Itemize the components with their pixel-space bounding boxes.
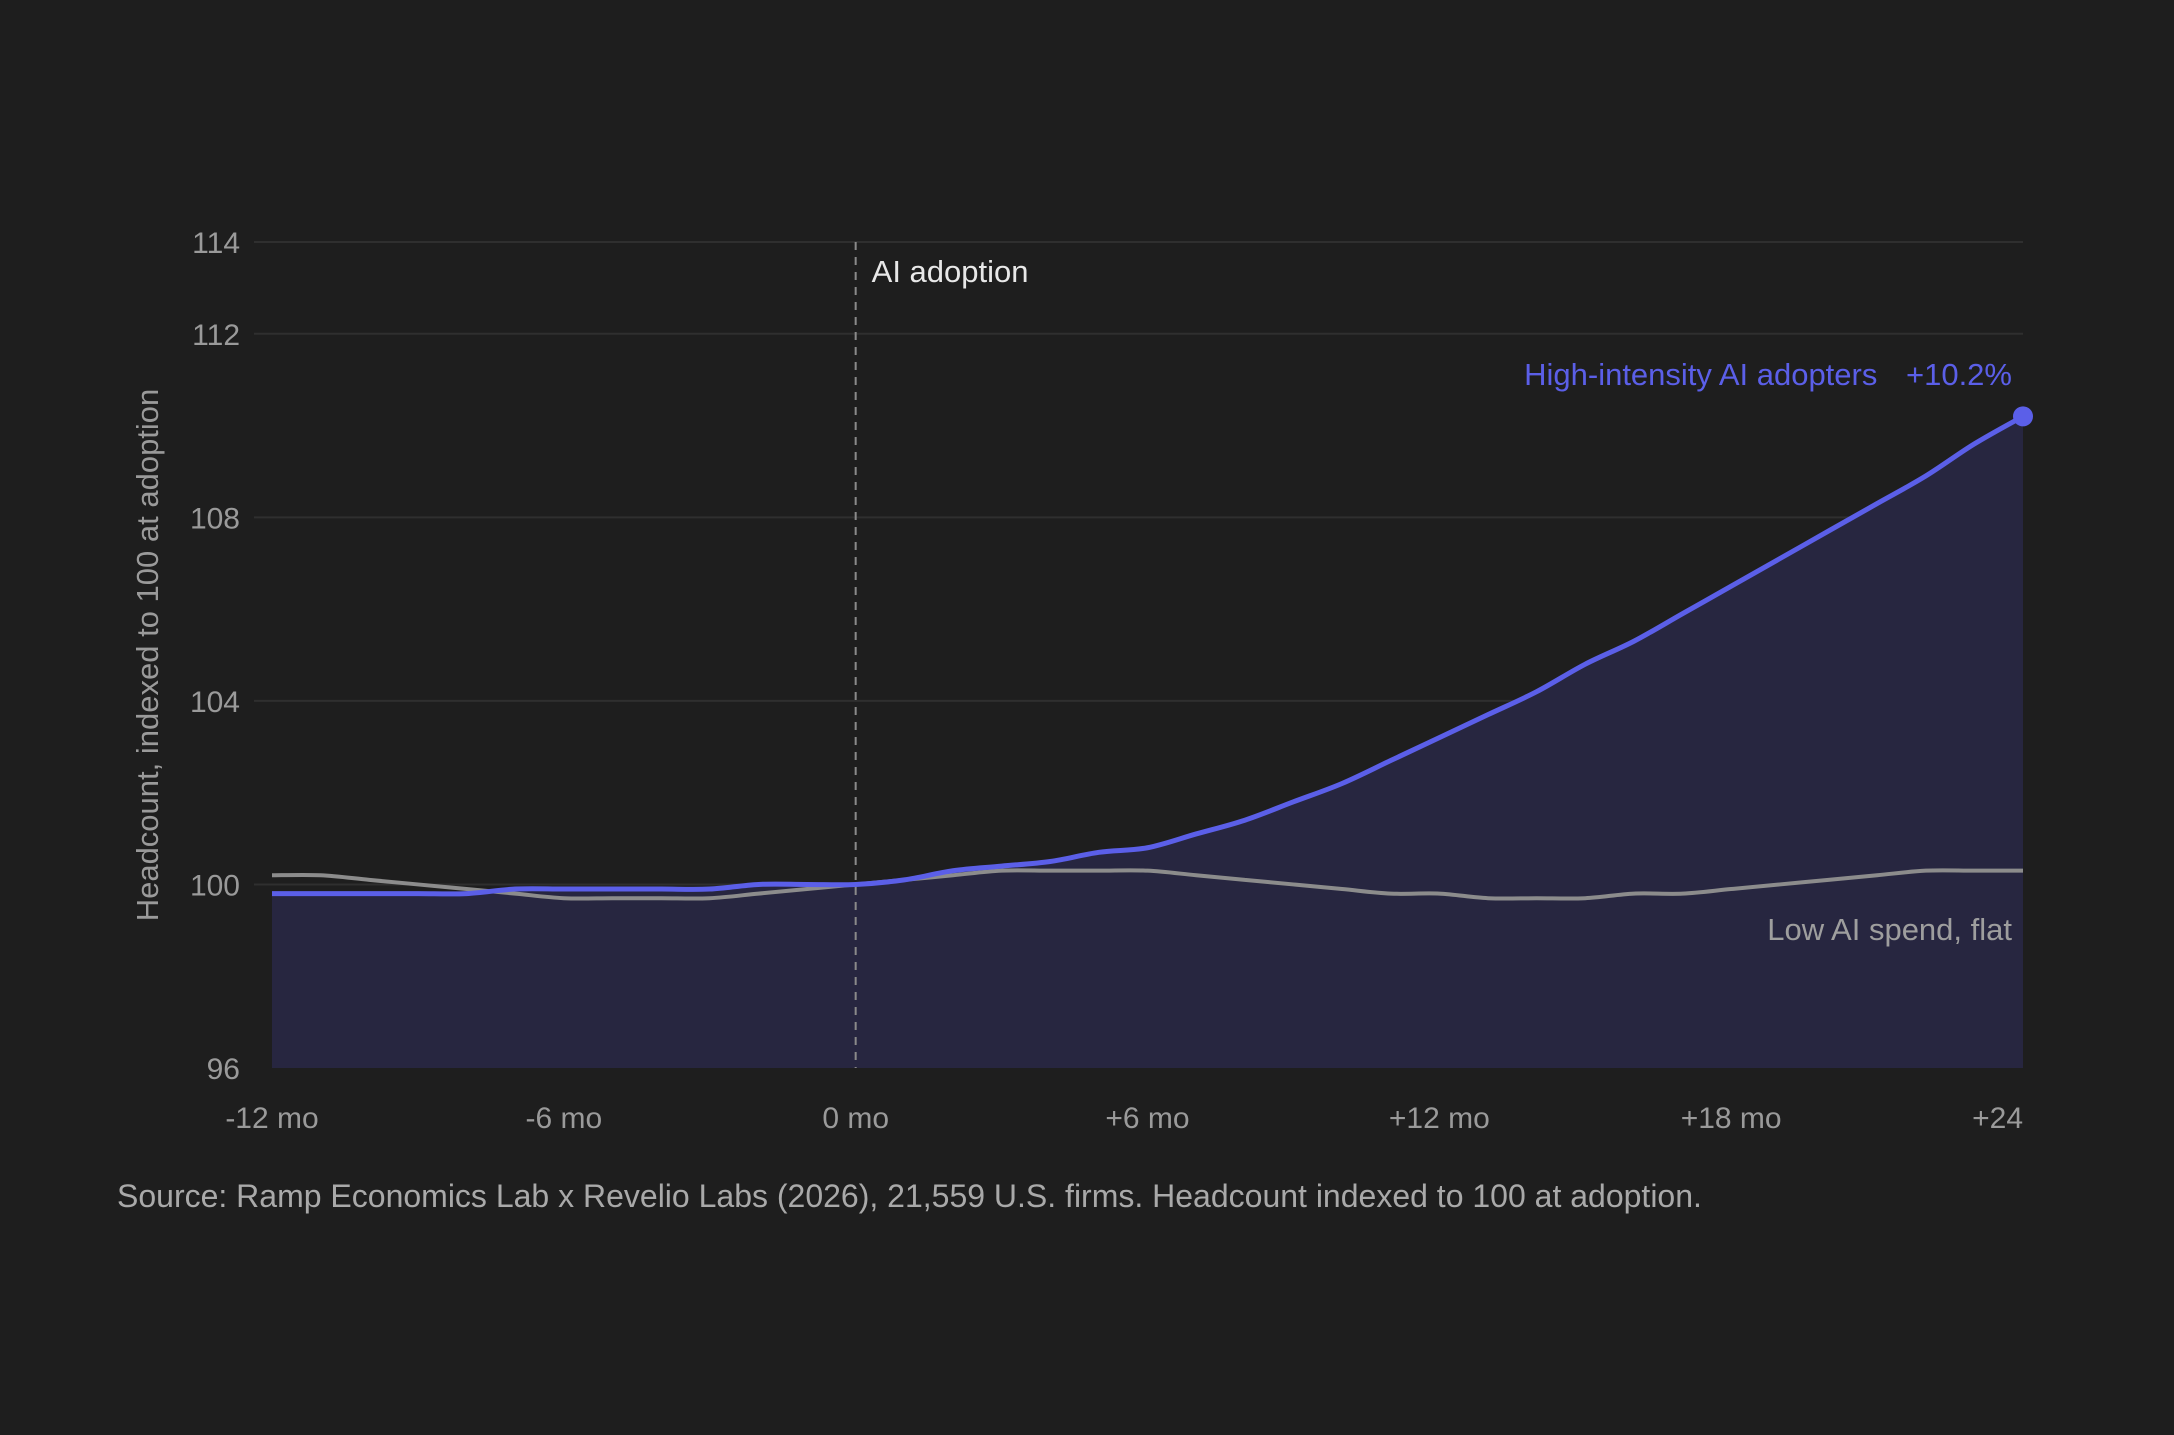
endpoint-marker-high-intensity: [2013, 406, 2033, 427]
x-tick-label: 0 mo: [822, 1102, 889, 1135]
y-axis-ticks: 96 100 104 108 112 114: [190, 227, 240, 1086]
y-tick-label: 96: [207, 1053, 240, 1086]
series-label-high-intensity: High-intensity AI adopters +10.2%: [1524, 357, 2012, 392]
x-axis-ticks: -12 mo -6 mo 0 mo +6 mo +12 mo +18 mo +24: [225, 1102, 2023, 1135]
y-tick-label: 112: [192, 319, 240, 352]
series-end-value-high-intensity: +10.2%: [1906, 357, 2012, 392]
series-line-high-intensity: [271, 414, 2025, 897]
reference-line-label: AI adoption: [872, 254, 1029, 289]
series-name-high-intensity: High-intensity AI adopters: [1524, 357, 1877, 392]
x-tick-label: +24: [1972, 1102, 2023, 1135]
annotations: Headcount, indexed to 100 at adoption AI…: [130, 254, 2012, 947]
y-tick-label: 100: [190, 869, 240, 902]
x-tick-label: -12 mo: [225, 1102, 318, 1135]
area-high-intensity: [272, 416, 2023, 1068]
y-tick-label: 108: [190, 502, 240, 535]
series-label-low-ai-spend: Low AI spend, flat: [1767, 912, 2012, 947]
y-axis-label: Headcount, indexed to 100 at adoption: [130, 389, 165, 922]
area-fill: [272, 416, 2023, 1068]
series-lines: [271, 406, 2033, 901]
source-note: Source: Ramp Economics Lab x Revelio Lab…: [117, 1178, 1702, 1214]
x-tick-label: -6 mo: [525, 1102, 602, 1135]
y-tick-label: 114: [192, 227, 240, 260]
series-line-low-ai-spend: [271, 868, 2023, 901]
x-tick-label: +18 mo: [1681, 1102, 1782, 1135]
x-tick-label: +12 mo: [1389, 1102, 1490, 1135]
y-tick-label: 104: [190, 686, 240, 719]
x-tick-label: +6 mo: [1105, 1102, 1189, 1135]
